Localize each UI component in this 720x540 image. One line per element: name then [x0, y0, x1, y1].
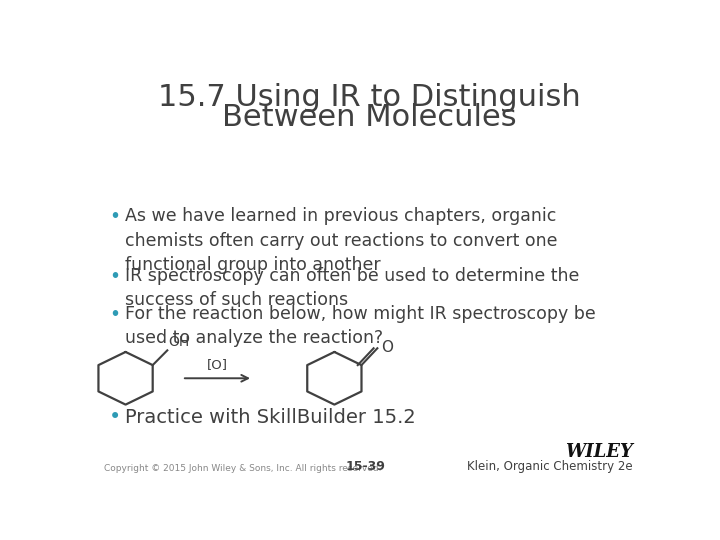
Text: Copyright © 2015 John Wiley & Sons, Inc. All rights reserved.: Copyright © 2015 John Wiley & Sons, Inc.…: [104, 464, 382, 473]
Text: For the reaction below, how might IR spectroscopy be
used to analyze the reactio: For the reaction below, how might IR spe…: [125, 305, 595, 347]
Text: •: •: [109, 267, 120, 286]
Text: 15.7 Using IR to Distinguish: 15.7 Using IR to Distinguish: [158, 83, 580, 112]
Text: WILEY: WILEY: [564, 443, 632, 461]
Text: As we have learned in previous chapters, organic
chemists often carry out reacti: As we have learned in previous chapters,…: [125, 207, 557, 274]
Text: •: •: [109, 207, 120, 226]
Text: O: O: [381, 340, 392, 355]
Text: •: •: [109, 407, 122, 427]
Text: Klein, Organic Chemistry 2e: Klein, Organic Chemistry 2e: [467, 460, 632, 473]
Text: IR spectroscopy can often be used to determine the
success of such reactions: IR spectroscopy can often be used to det…: [125, 267, 580, 309]
Text: Practice with SkillBuilder 15.2: Practice with SkillBuilder 15.2: [125, 408, 415, 427]
Text: •: •: [109, 305, 120, 324]
Text: 15-39: 15-39: [345, 460, 385, 473]
Text: [O]: [O]: [207, 357, 228, 370]
Text: Between Molecules: Between Molecules: [222, 103, 516, 132]
Text: OH: OH: [168, 335, 190, 349]
